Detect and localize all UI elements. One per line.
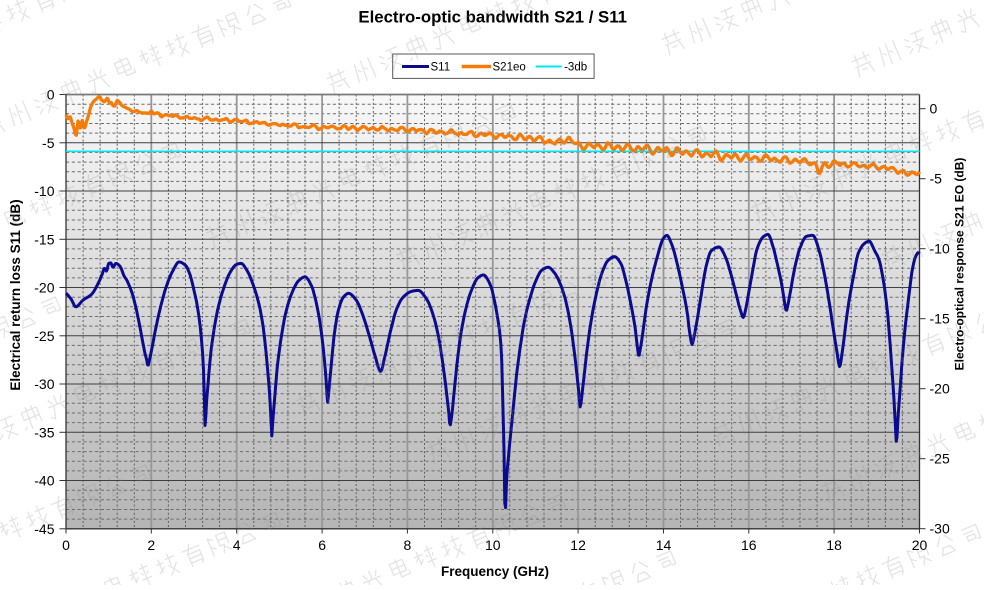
svg-text:16: 16 [741,537,757,553]
svg-text:-30: -30 [34,376,54,392]
svg-text:-5: -5 [930,171,943,187]
svg-text:-25: -25 [34,328,54,344]
svg-text:-40: -40 [34,473,54,489]
svg-text:-45: -45 [34,521,54,537]
svg-text:4: 4 [233,537,241,553]
svg-text:Electrical return loss S11 (dB: Electrical return loss S11 (dB) [8,199,23,390]
svg-text:S11: S11 [431,61,451,73]
svg-text:10: 10 [485,537,501,553]
svg-text:18: 18 [826,537,842,553]
svg-text:-15: -15 [34,231,54,247]
svg-text:Electro-optical response S21 E: Electro-optical response S21 EO (dB) [953,158,967,371]
svg-text:8: 8 [404,537,412,553]
svg-text:0: 0 [930,101,938,117]
svg-text:-3db: -3db [564,61,587,73]
svg-text:12: 12 [570,537,586,553]
svg-text:14: 14 [656,537,672,553]
svg-text:S21eo: S21eo [493,61,526,73]
svg-text:2: 2 [147,537,155,553]
svg-text:Electro-optic bandwidth S21 /: Electro-optic bandwidth S21 / S11 [358,8,627,27]
svg-text:Frequency (GHz): Frequency (GHz) [441,564,549,579]
svg-text:0: 0 [62,537,70,553]
svg-text:20: 20 [912,537,928,553]
svg-text:-30: -30 [930,521,950,537]
svg-text:-10: -10 [34,183,54,199]
svg-text:-10: -10 [930,241,950,257]
svg-text:6: 6 [318,537,326,553]
svg-text:-5: -5 [42,135,55,151]
svg-text:-20: -20 [34,280,54,296]
svg-text:0: 0 [47,87,55,103]
svg-text:-20: -20 [930,381,950,397]
svg-text:-25: -25 [930,451,950,467]
svg-text:-35: -35 [34,424,54,440]
svg-text:-15: -15 [930,311,950,327]
